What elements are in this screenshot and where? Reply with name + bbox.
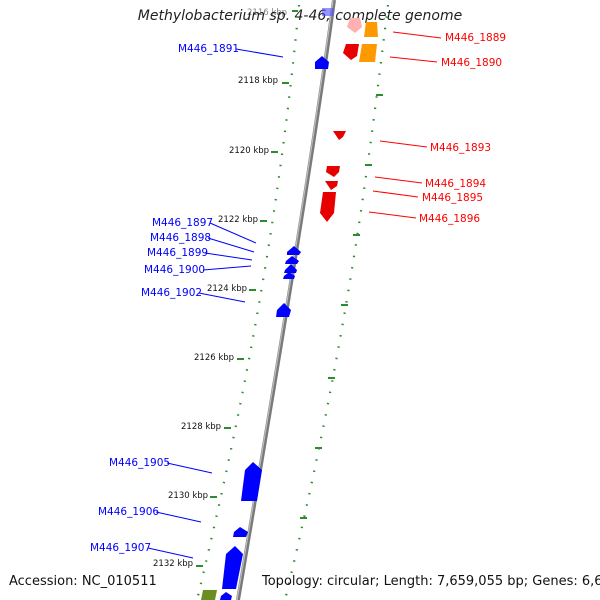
gene-feature-m446-1898: [285, 256, 299, 264]
inner-tick-ruler: [195, 4, 301, 600]
gene-feature-olive: [201, 590, 217, 600]
gene-feature-m446-1895: [325, 181, 338, 190]
accession-label: Accession: NC_010511: [9, 574, 157, 589]
leader-line-m446-1896: [368, 211, 417, 219]
leader-line-m446-1899: [204, 252, 253, 261]
outer-tick-ruler: [283, 4, 390, 600]
gene-feature-m446-1906: [233, 527, 248, 537]
leader-line-m446-1900: [202, 265, 252, 271]
gene-feature-m446-1902: [276, 303, 291, 317]
gene-feature-m446-1905: [241, 462, 262, 501]
leader-line-m446-1902: [198, 292, 246, 303]
gene-feature-orange-1: [364, 22, 378, 37]
gene-label-m446-1899: M446_1899: [147, 247, 208, 259]
gene-feature-m446-1890: [343, 44, 359, 60]
gene-label-m446-1900: M446_1900: [144, 264, 205, 276]
gene-feature-m446-1899: [284, 264, 297, 273]
gene-label-m446-1895: M446_1895: [422, 192, 483, 204]
genome-info-label: Topology: circular; Length: 7,659,055 bp…: [262, 574, 600, 589]
gene-feature-m446-1893: [333, 131, 346, 140]
gene-label-m446-1906: M446_1906: [98, 506, 159, 518]
gene-label-m446-1890: M446_1890: [441, 57, 502, 69]
scale-label: 2126 kbp: [194, 353, 234, 363]
gene-feature-m446-1896: [320, 192, 336, 222]
gene-label-m446-1894: M446_1894: [425, 178, 486, 190]
gene-feature-m446-1900: [283, 272, 295, 279]
scale-label: 2128 kbp: [181, 422, 221, 432]
gene-feature-m446-1907: [222, 546, 243, 589]
gene-label-m446-1893: M446_1893: [430, 142, 491, 154]
gene-label-m446-1896: M446_1896: [419, 213, 480, 225]
scale-label: 2130 kbp: [168, 491, 208, 501]
gene-feature-top: [322, 8, 334, 16]
gene-label-m446-1902: M446_1902: [141, 287, 202, 299]
scale-label: 2124 kbp: [207, 284, 247, 294]
reverse-genes: [220, 8, 334, 600]
gene-feature-m446-1891: [315, 56, 329, 69]
gene-label-m446-1889: M446_1889: [445, 32, 506, 44]
leader-line-m446-1894: [374, 176, 423, 184]
leader-line-m446-1889: [392, 31, 442, 39]
scale-label: 2122 kbp: [218, 215, 258, 225]
gene-feature-m446-1897: [287, 246, 301, 255]
leader-line-m446-1891: [235, 48, 284, 58]
gene-feature-bottom-blue: [220, 592, 232, 600]
leader-line-m446-1897: [209, 222, 257, 244]
gene-label-m446-1898: M446_1898: [150, 232, 211, 244]
scale-label: 2116 kbp: [247, 8, 287, 18]
leader-line-m446-1895: [372, 190, 419, 198]
major-ticks: [196, 10, 383, 567]
label-leaders: [147, 31, 442, 559]
map-title: Methylobacterium sp. 4-46, complete geno…: [137, 8, 463, 24]
scale-labels: 2116 kbp 2118 kbp 2120 kbp 2122 kbp 2124…: [153, 8, 287, 569]
leader-line-m446-1906: [155, 511, 202, 523]
gene-feature-orange-2: [359, 44, 377, 62]
leader-line-m446-1898: [207, 237, 255, 253]
scale-label: 2120 kbp: [229, 146, 269, 156]
gene-feature-m446-1889: [347, 18, 362, 33]
leader-line-m446-1907: [147, 547, 194, 559]
leader-line-m446-1890: [389, 56, 438, 63]
forward-gene-labels: M446_1889 M446_1890 M446_1893 M446_1894 …: [419, 32, 506, 225]
gene-feature-m446-1894: [326, 166, 340, 177]
scale-label: 2132 kbp: [153, 559, 193, 569]
gene-label-m446-1907: M446_1907: [90, 542, 151, 554]
scale-label: 2118 kbp: [238, 76, 278, 86]
forward-genes: [320, 18, 378, 222]
gene-label-m446-1891: M446_1891: [178, 43, 239, 55]
leader-line-m446-1893: [379, 140, 428, 148]
reverse-gene-labels: M446_1891 M446_1897 M446_1898 M446_1899 …: [90, 43, 239, 554]
gene-label-m446-1905: M446_1905: [109, 457, 170, 469]
gene-label-m446-1897: M446_1897: [152, 217, 213, 229]
leader-line-m446-1905: [166, 462, 213, 474]
